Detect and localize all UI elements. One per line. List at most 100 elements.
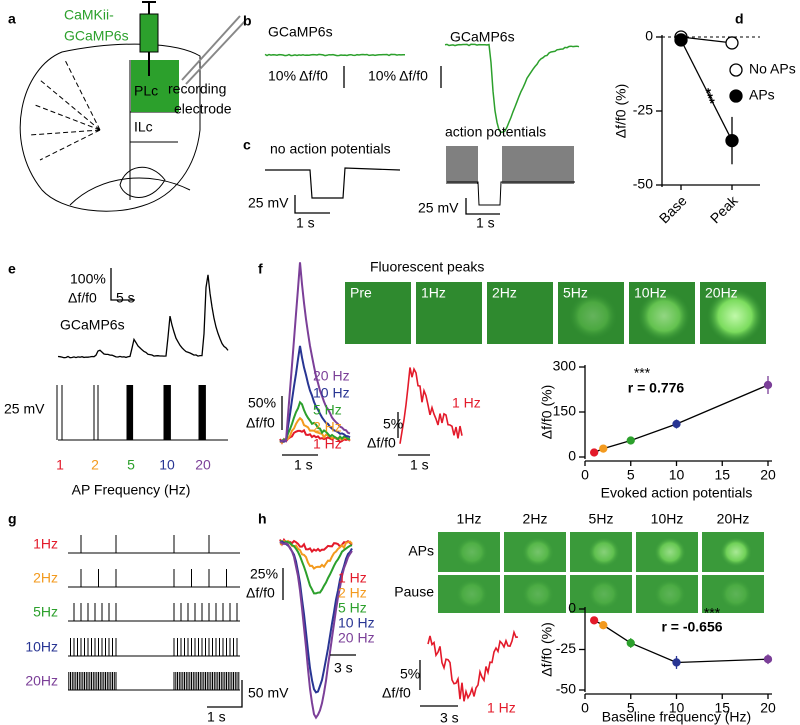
calcium-trace <box>279 540 353 595</box>
y-tick-label: -50 <box>633 176 653 192</box>
scale-label: 1 s <box>296 215 315 231</box>
panel-letter: d <box>735 11 744 27</box>
data-point <box>626 638 635 648</box>
axis-label: AP Frequency (Hz) <box>72 482 191 498</box>
row-label: 1Hz <box>33 536 58 552</box>
annotation: r = 0.776 <box>628 380 685 396</box>
syringe-needle <box>142 1 156 76</box>
data-point <box>725 36 739 50</box>
panel-letter: b <box>243 13 252 29</box>
cell-glow <box>522 579 554 609</box>
legend-label: 1 Hz <box>313 436 342 452</box>
x-tick-label: 15 <box>714 700 730 716</box>
spike-raster <box>56 385 228 441</box>
scale-label: 10% Δf/f0 <box>368 68 428 84</box>
x-tick-label: 10 <box>669 700 685 716</box>
legend-marker <box>729 89 743 103</box>
scale-label: 25 mV <box>418 200 459 216</box>
cell-glow <box>569 293 617 339</box>
data-point <box>763 655 773 664</box>
legend-label: 5 Hz <box>338 600 367 616</box>
syringe <box>139 13 159 53</box>
data-point <box>599 444 608 453</box>
scale-label: 5% <box>400 666 420 682</box>
trace-label: action potentials <box>445 124 546 140</box>
electrode <box>181 15 247 85</box>
trace-label: GCaMP6s <box>60 317 125 333</box>
scale-label: 10% Δf/f0 <box>268 68 328 84</box>
scale-label: Δf/f0 <box>382 685 411 701</box>
legend-label: APs <box>749 87 775 103</box>
row-label: 5Hz <box>33 604 58 620</box>
series-line <box>680 39 733 141</box>
scale-label: 3 s <box>334 660 353 676</box>
calcium-trace <box>279 345 351 443</box>
data-point <box>672 419 681 429</box>
panel-letter: f <box>258 261 263 277</box>
y-tick-label: 300 <box>553 358 577 374</box>
cell-glow <box>707 289 763 343</box>
column-label: 5Hz <box>589 511 614 527</box>
data-point <box>599 621 608 630</box>
x-tick-label: 10 <box>669 467 685 483</box>
scale-label: Δf/f0 <box>68 290 97 306</box>
y-tick-label: -50 <box>556 681 576 697</box>
data-point <box>674 33 688 47</box>
legend-label: 20 Hz <box>313 368 350 384</box>
scale-label: Δf/f0 <box>246 585 275 601</box>
frequency-label: 1 <box>56 457 64 473</box>
annotation: *** <box>634 365 651 381</box>
data-point <box>590 616 599 625</box>
y-tick-label: 0 <box>645 28 653 44</box>
calcium-trace <box>264 53 405 57</box>
x-tick-label: 20 <box>760 700 776 716</box>
x-tick-label: 5 <box>627 467 635 483</box>
cell-glow <box>720 579 752 609</box>
legend-label: 20 Hz <box>338 630 375 646</box>
cell-glow <box>588 579 620 609</box>
annotation: r = -0.656 <box>661 619 722 635</box>
frequency-label: 20 <box>195 457 211 473</box>
row-label: Pause <box>394 584 434 600</box>
calcium-trace <box>427 629 519 702</box>
region-label: PLc <box>134 83 158 99</box>
data-point <box>626 436 635 445</box>
panel-letter: c <box>243 137 251 153</box>
scale-label: 25 mV <box>248 195 289 211</box>
image-label: Pre <box>350 285 372 301</box>
cell-glow <box>638 291 690 341</box>
x-tick-label: Base <box>656 192 690 226</box>
legend-marker <box>729 63 743 77</box>
trace-label: 1 Hz <box>452 395 481 411</box>
images-title: Fluorescent peaks <box>370 259 484 275</box>
legend-label: 1 Hz <box>338 570 367 586</box>
image-label: 10Hz <box>634 285 667 301</box>
scale-label: 3 s <box>440 710 459 725</box>
x-tick-label: 20 <box>760 467 776 483</box>
scale-label: 5 s <box>116 290 135 306</box>
image-tile <box>345 282 411 344</box>
trace-label: 1 Hz <box>487 700 516 716</box>
legend-label: 10 Hz <box>338 615 375 631</box>
x-tick-label: 0 <box>581 700 589 716</box>
scale-label: 50 mV <box>248 685 289 701</box>
row-label: APs <box>408 543 434 559</box>
y-axis-label: Δf/f0 (%) <box>539 622 555 676</box>
column-label: 1Hz <box>457 511 482 527</box>
y-tick-label: 150 <box>553 403 577 419</box>
scale-label: Δf/f0 <box>246 415 275 431</box>
spike-train <box>68 672 240 691</box>
calcium-trace <box>444 43 580 133</box>
scale-bar <box>207 680 243 708</box>
x-axis-label: Baseline frequency (Hz) <box>602 709 751 725</box>
scale-label: Δf/f0 <box>367 435 396 451</box>
cell-glow <box>720 537 752 567</box>
scale-bar <box>294 195 330 214</box>
cell-glow <box>456 579 488 609</box>
image-tile <box>487 282 553 344</box>
scale-label: 25 mV <box>4 401 45 417</box>
scale-label: 1 s <box>410 457 429 473</box>
cell-glow <box>654 537 686 567</box>
image-label: 20Hz <box>705 285 738 301</box>
plc-region <box>131 60 179 112</box>
